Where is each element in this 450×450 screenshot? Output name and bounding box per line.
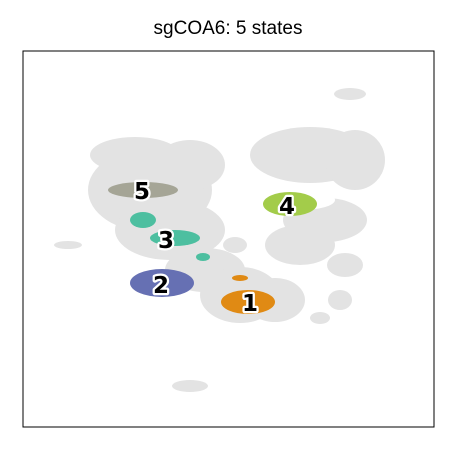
state-2-label: 2 — [153, 273, 169, 299]
background-region — [325, 130, 385, 190]
state-3-cluster — [150, 230, 200, 246]
background-region — [172, 380, 208, 392]
background-region — [54, 241, 82, 249]
state-1-label: 1 — [242, 291, 258, 317]
background-region — [265, 225, 335, 265]
state-3-cluster — [196, 253, 210, 261]
chart-title: sgCOA6: 5 states — [154, 18, 303, 39]
background-cells — [54, 88, 385, 392]
state-4-label: 4 — [279, 194, 295, 220]
state-1-cluster — [232, 275, 248, 281]
state-4-cluster — [263, 192, 317, 216]
state-3-cluster — [130, 212, 156, 228]
state-3-label: 3 — [158, 228, 174, 254]
state-labels: 1 2 3 4 5 — [132, 177, 298, 320]
background-region — [310, 312, 330, 324]
background-region — [334, 88, 366, 100]
state-clusters — [108, 182, 317, 314]
state-5-label: 5 — [134, 179, 150, 205]
background-region — [155, 140, 225, 190]
state-2-cluster — [130, 269, 194, 297]
state-5-cluster — [108, 182, 178, 198]
state-1-cluster — [221, 290, 275, 314]
background-region — [328, 290, 352, 310]
background-region — [327, 253, 363, 277]
background-region — [223, 237, 247, 253]
